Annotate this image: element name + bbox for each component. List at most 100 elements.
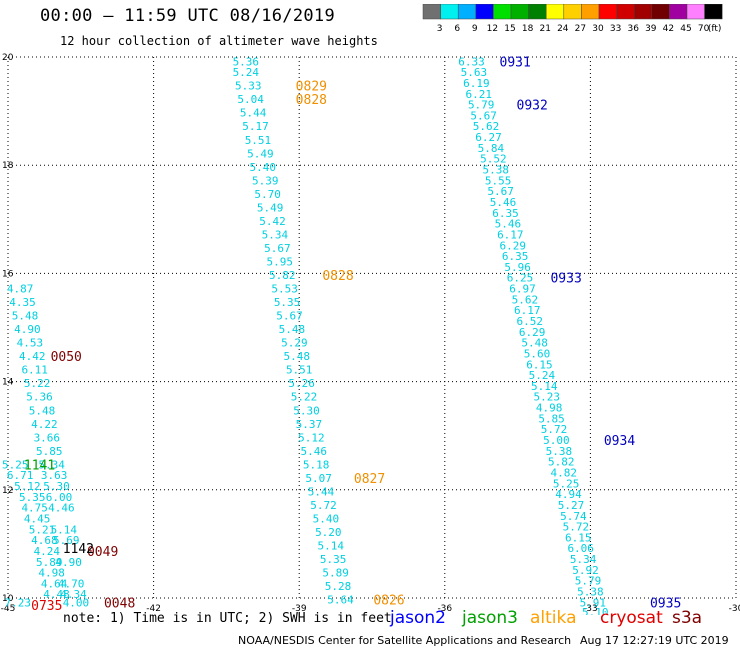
wave-height-value: 5.49 <box>247 147 274 160</box>
wave-height-value: 5.96 <box>504 261 531 274</box>
wave-height-value: 6.17 <box>514 304 541 317</box>
colorbar-label: 36 <box>627 24 639 34</box>
legend-cryosat: cryosat <box>600 608 663 628</box>
wave-height-value: 5.25 <box>553 477 580 490</box>
wave-height-value: 6.11 <box>21 364 48 377</box>
colorbar-label: 42 <box>663 24 674 34</box>
wave-height-value: 6.17 <box>497 228 524 241</box>
wave-height-value: 6.19 <box>463 77 490 90</box>
pass-time-label: 0931 <box>500 55 531 70</box>
wave-height-value: 5.37 <box>296 418 323 431</box>
colorbar-label: 12 <box>487 24 498 34</box>
wave-height-value: 5.24 <box>529 369 556 382</box>
wave-height-value: 5.21 <box>29 523 56 536</box>
wave-height-value: 6.29 <box>499 239 526 252</box>
wave-height-value: 5.63 <box>461 66 488 79</box>
wave-height-value: 5.27 <box>558 499 585 512</box>
colorbar-label: 45 <box>680 24 691 34</box>
wave-height-value: 5.35 <box>320 553 347 566</box>
wave-height-value: 4.94 <box>555 488 582 501</box>
pass-time-label: 1142 <box>63 542 94 557</box>
wave-height-value: 5.07 <box>305 472 332 485</box>
wave-height-value: 6.52 <box>516 315 543 328</box>
colorbar-label: (ft) <box>708 24 722 34</box>
pass-time-label: 0735 <box>31 599 62 614</box>
wave-height-value: 5.52 <box>480 153 507 166</box>
wave-height-value: 5.67 <box>487 185 514 198</box>
wave-height-value: 5.60 <box>524 347 551 360</box>
wave-height-value: 5.30 <box>293 404 320 417</box>
y-tick-label: 20 <box>2 53 14 63</box>
colorbar-label: 27 <box>575 24 586 34</box>
wave-height-value: 4.00 <box>63 596 90 609</box>
wave-height-value: 5.46 <box>301 445 328 458</box>
wave-height-value: 5.30 <box>43 480 70 493</box>
wave-height-value: 5.17 <box>242 120 269 133</box>
wave-height-value: 4.70 <box>58 577 85 590</box>
wave-height-value: 5.48 <box>12 310 39 323</box>
wave-height-value: 6.97 <box>509 283 536 296</box>
wave-height-value: 4.98 <box>38 567 65 580</box>
pass-time-label: 1141 <box>24 458 55 473</box>
pass-time-label: 0932 <box>517 99 548 114</box>
wave-height-value: 5.33 <box>235 80 262 93</box>
wave-height-value: 5.20 <box>315 526 342 539</box>
wave-height-value: 5.14 <box>51 523 78 536</box>
colorbar-label: 39 <box>645 24 657 34</box>
colorbar-label: 33 <box>610 24 621 34</box>
wave-height-value: 6.71 <box>7 469 34 482</box>
wave-height-value: 3.63 <box>41 469 68 482</box>
colorbar-label: 6 <box>454 24 460 34</box>
wave-height-value: 4.48 <box>43 588 70 601</box>
wave-height-value: 5.23 <box>533 391 560 404</box>
wave-height-value: 4.24 <box>34 545 61 558</box>
wave-height-value: 5.74 <box>560 510 587 523</box>
credit-line: NOAA/NESDIS Center for Satellite Applica… <box>238 634 572 647</box>
wave-height-value: 6.29 <box>519 326 546 339</box>
wave-height-value: 5.67 <box>470 109 497 122</box>
colorbar-swatch <box>704 4 723 20</box>
wave-height-value: 5.48 <box>284 350 311 363</box>
wave-height-value: 5.72 <box>563 521 590 534</box>
wave-height-value: 5.46 <box>490 196 517 209</box>
x-tick-label: -39 <box>292 604 307 614</box>
wave-height-value: 5.14 <box>317 540 344 553</box>
wave-height-value: 5.84 <box>478 142 505 155</box>
wave-height-value: 5.85 <box>36 445 63 458</box>
wave-height-value: 5.48 <box>279 323 306 336</box>
wave-height-value: 5.40 <box>313 512 340 525</box>
wave-height-value: 4.34 <box>60 588 87 601</box>
wave-height-value: 6.15 <box>526 358 553 371</box>
wave-height-value: 5.22 <box>291 391 318 404</box>
wave-height-value: 5.44 <box>308 485 335 498</box>
wave-height-plot: -45-42-39-36-33-301012141618205.365.245.… <box>1 53 740 615</box>
y-tick-label: 10 <box>2 594 14 604</box>
wave-height-value: 4.42 <box>19 350 46 363</box>
colorbar-label: 70 <box>698 24 710 34</box>
pass-time-label: 0048 <box>104 596 135 611</box>
wave-height-value: 5.24 <box>233 66 260 79</box>
wave-height-value: 4.87 <box>7 283 34 296</box>
legend-jason3: jason3 <box>462 608 518 628</box>
wave-height-value: 4.98 <box>536 402 563 415</box>
wave-height-value: 5.22 <box>24 377 51 390</box>
y-tick-label: 14 <box>2 378 14 388</box>
wave-height-value: 5.51 <box>286 364 313 377</box>
x-tick-label: -33 <box>583 604 598 614</box>
pass-time-label: 0829 <box>296 80 327 95</box>
wave-height-value: 5.69 <box>53 534 80 547</box>
wave-height-value: 5.36 <box>233 55 260 68</box>
wave-height-value: 5.25 <box>2 458 29 471</box>
wave-height-value: 5.51 <box>245 134 272 147</box>
pass-time-label: 0828 <box>296 93 327 108</box>
chart-title: 00:00 – 11:59 UTC 08/16/2019 <box>40 6 335 26</box>
wave-height-value: 5.14 <box>531 380 558 393</box>
wave-height-value: 4.64 <box>41 577 68 590</box>
colorbar-label: 18 <box>522 24 534 34</box>
wave-height-value: 5.92 <box>572 564 599 577</box>
colorbar-label: 3 <box>437 24 443 34</box>
colorbar-label: 30 <box>592 24 604 34</box>
wave-height-value: 6.21 <box>466 88 493 101</box>
wave-height-value: 5.82 <box>548 456 575 469</box>
wave-height-value: 5.38 <box>483 164 510 177</box>
